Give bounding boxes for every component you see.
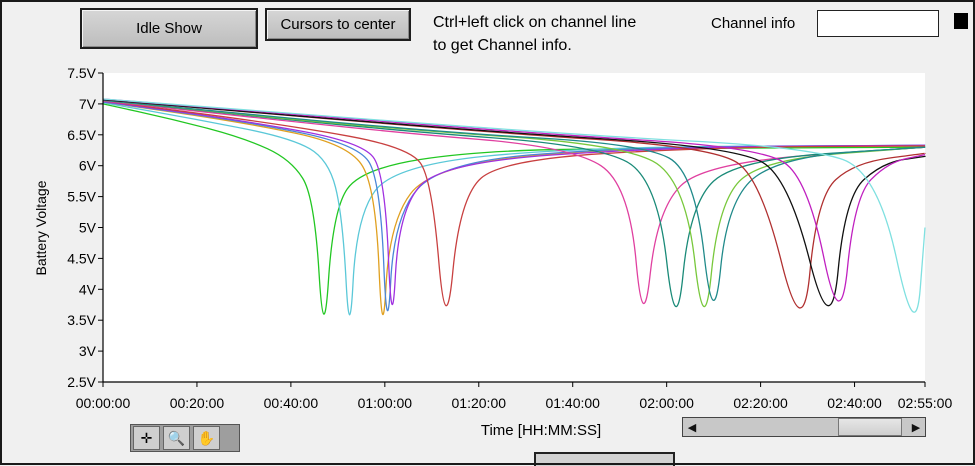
time-scrollbar[interactable]: ◀ ▶: [682, 417, 926, 437]
x-tick-label: 02:00:00: [639, 395, 694, 411]
scrollbar-thumb[interactable]: [838, 418, 902, 436]
y-tick-label: 3.5V: [67, 312, 96, 328]
series-line-13[interactable]: [102, 98, 926, 302]
series-line-12[interactable]: [102, 98, 926, 307]
y-tick-label: 3V: [79, 343, 97, 359]
series-line-9[interactable]: [102, 99, 926, 308]
x-tick-label: 00:20:00: [170, 395, 225, 411]
y-tick-label: 6V: [79, 158, 97, 174]
scroll-left-arrow-icon[interactable]: ◀: [687, 421, 697, 434]
channel-info-field: [817, 10, 939, 37]
y-tick-label: 7.5V: [67, 65, 96, 81]
y-tick-label: 5V: [79, 220, 97, 236]
indicator-square: [954, 13, 968, 29]
x-tick-label: 02:40:00: [827, 395, 882, 411]
pan-hand-icon[interactable]: ✋: [193, 426, 220, 450]
hint-line-2: to get Channel info.: [433, 37, 572, 54]
series-line-8[interactable]: [102, 99, 926, 308]
x-tick-label: 01:00:00: [358, 395, 413, 411]
plot-area[interactable]: [103, 73, 925, 382]
graph-tools-palette: ✛ 🔍 ✋: [130, 424, 240, 452]
y-tick-label: 5.5V: [67, 189, 96, 205]
y-axis-label: Battery Voltage: [33, 180, 49, 275]
x-tick-label: 02:20:00: [733, 395, 788, 411]
series-line-5[interactable]: [102, 100, 926, 306]
zoom-tool-icon[interactable]: 🔍: [163, 426, 190, 450]
y-tick-label: 4V: [79, 281, 97, 297]
y-tick-label: 7V: [79, 96, 97, 112]
partial-button[interactable]: [534, 452, 675, 466]
hint-text: Ctrl+left click on channel line to get C…: [433, 11, 636, 57]
y-tick-label: 2.5V: [67, 374, 96, 390]
series-layer: [102, 98, 926, 316]
cursors-to-center-button[interactable]: Cursors to center: [265, 8, 411, 41]
x-tick-label: 00:40:00: [264, 395, 319, 411]
scroll-right-arrow-icon[interactable]: ▶: [911, 421, 921, 434]
series-line-7[interactable]: [102, 100, 926, 305]
x-ticks: 00:00:00 00:20:00 00:40:00 01:00:00 01:20:00…: [76, 382, 953, 411]
x-tick-label: 00:00:00: [76, 395, 131, 411]
x-tick-label: 01:20:00: [452, 395, 507, 411]
y-ticks: 7.5V 7V 6.5V 6V 5.5V 5V 4.5V 4V 3.5V 3V 2.5V: [67, 65, 103, 390]
series-line-10[interactable]: [102, 99, 926, 301]
cursor-tool-icon[interactable]: ✛: [133, 426, 160, 450]
idle-show-button[interactable]: Idle Show: [80, 8, 258, 49]
series-line-14[interactable]: [102, 98, 926, 313]
x-axis-label: Time [HH:MM:SS]: [481, 422, 601, 439]
x-tick-label: 02:55:00: [898, 395, 953, 411]
y-tick-label: 4.5V: [67, 250, 96, 266]
x-tick-label: 01:40:00: [545, 395, 600, 411]
y-tick-label: 6.5V: [67, 127, 96, 143]
hint-line-1: Ctrl+left click on channel line: [433, 14, 637, 31]
channel-info-label: Channel info: [711, 15, 796, 32]
series-line-2[interactable]: [102, 102, 926, 316]
